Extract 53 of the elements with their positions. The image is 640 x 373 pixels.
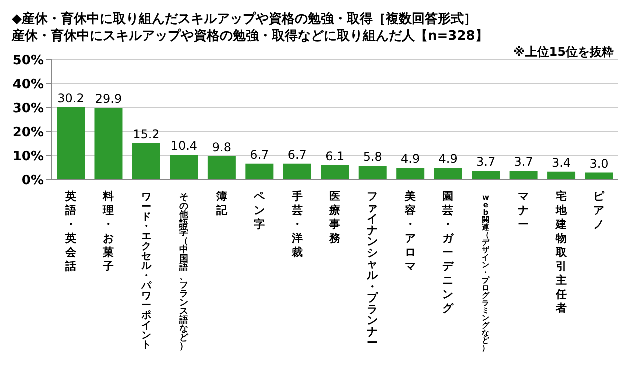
chart-title: ◆産休・育休中に取り組んだスキルアップや資格の勉強・取得［複数回答形式］ xyxy=(12,10,477,28)
x-tick-label: マナー xyxy=(518,190,530,231)
data-label: 3.7 xyxy=(514,155,534,170)
data-label: 3.0 xyxy=(590,156,609,171)
y-tick-label: 10% xyxy=(12,150,44,165)
bar xyxy=(170,155,198,180)
data-label: 15.2 xyxy=(133,128,160,142)
data-label: 30.2 xyxy=(58,92,84,106)
x-tick-label: 手芸・洋裁 xyxy=(290,190,303,259)
category-label: 宅地建物取引主任者 xyxy=(556,190,567,315)
bar xyxy=(94,108,123,180)
bar xyxy=(321,165,350,180)
bar xyxy=(283,164,312,180)
chart-subtitle: 産休・育休中にスキルアップや資格の勉強・取得などに取り組んだ人【n=328】 xyxy=(12,28,488,45)
data-label: 4.9 xyxy=(401,152,420,166)
y-tick-label: 0% xyxy=(22,174,44,189)
text: ※上位15位を抜粋 xyxy=(514,44,614,61)
y-tick-label: 40% xyxy=(12,78,44,93)
bar xyxy=(208,156,236,180)
y-tick-label: 50% xyxy=(12,54,44,69)
bar xyxy=(246,164,274,180)
bar xyxy=(434,168,462,180)
category-label: ワード・エクセル・パワーポイント xyxy=(141,192,152,352)
data-label: 4.9 xyxy=(438,152,458,166)
bar xyxy=(57,108,85,180)
y-tick-label: 30% xyxy=(12,102,44,117)
data-label: 6.1 xyxy=(326,149,345,164)
category-label: ファイナンシャル・プランナー xyxy=(367,190,378,350)
x-tick-label: ペン字 xyxy=(253,190,266,231)
bar xyxy=(585,172,614,180)
data-label: 29.9 xyxy=(95,92,122,106)
y-tick-label: 20% xyxy=(12,126,44,141)
bar xyxy=(510,171,538,180)
bar xyxy=(396,168,425,180)
data-label: 10.4 xyxy=(170,139,198,154)
bar xyxy=(472,171,500,180)
data-label: 6.7 xyxy=(250,148,270,162)
data-label: 3.4 xyxy=(552,156,572,170)
x-tick-label: 料理・お菓子 xyxy=(102,190,114,273)
x-tick-label: 美容・アロマ xyxy=(404,190,416,273)
x-tick-label: 医療事務 xyxy=(328,190,342,245)
category-label: 園芸・ガーデニング xyxy=(442,190,454,315)
data-label: 6.7 xyxy=(288,148,307,162)
data-label: 9.8 xyxy=(212,140,232,154)
bar xyxy=(132,144,160,180)
x-tick-label: 英語・英会話 xyxy=(64,190,78,273)
data-label: 5.8 xyxy=(363,150,382,164)
bar xyxy=(548,172,576,180)
bar xyxy=(358,166,387,180)
x-tick-label: ピアノ xyxy=(594,190,606,231)
x-tick-label: 簿記 xyxy=(215,190,228,217)
category-label: その他語学（中国語、フランス語など） xyxy=(180,193,189,352)
data-label: 3.7 xyxy=(476,155,496,170)
